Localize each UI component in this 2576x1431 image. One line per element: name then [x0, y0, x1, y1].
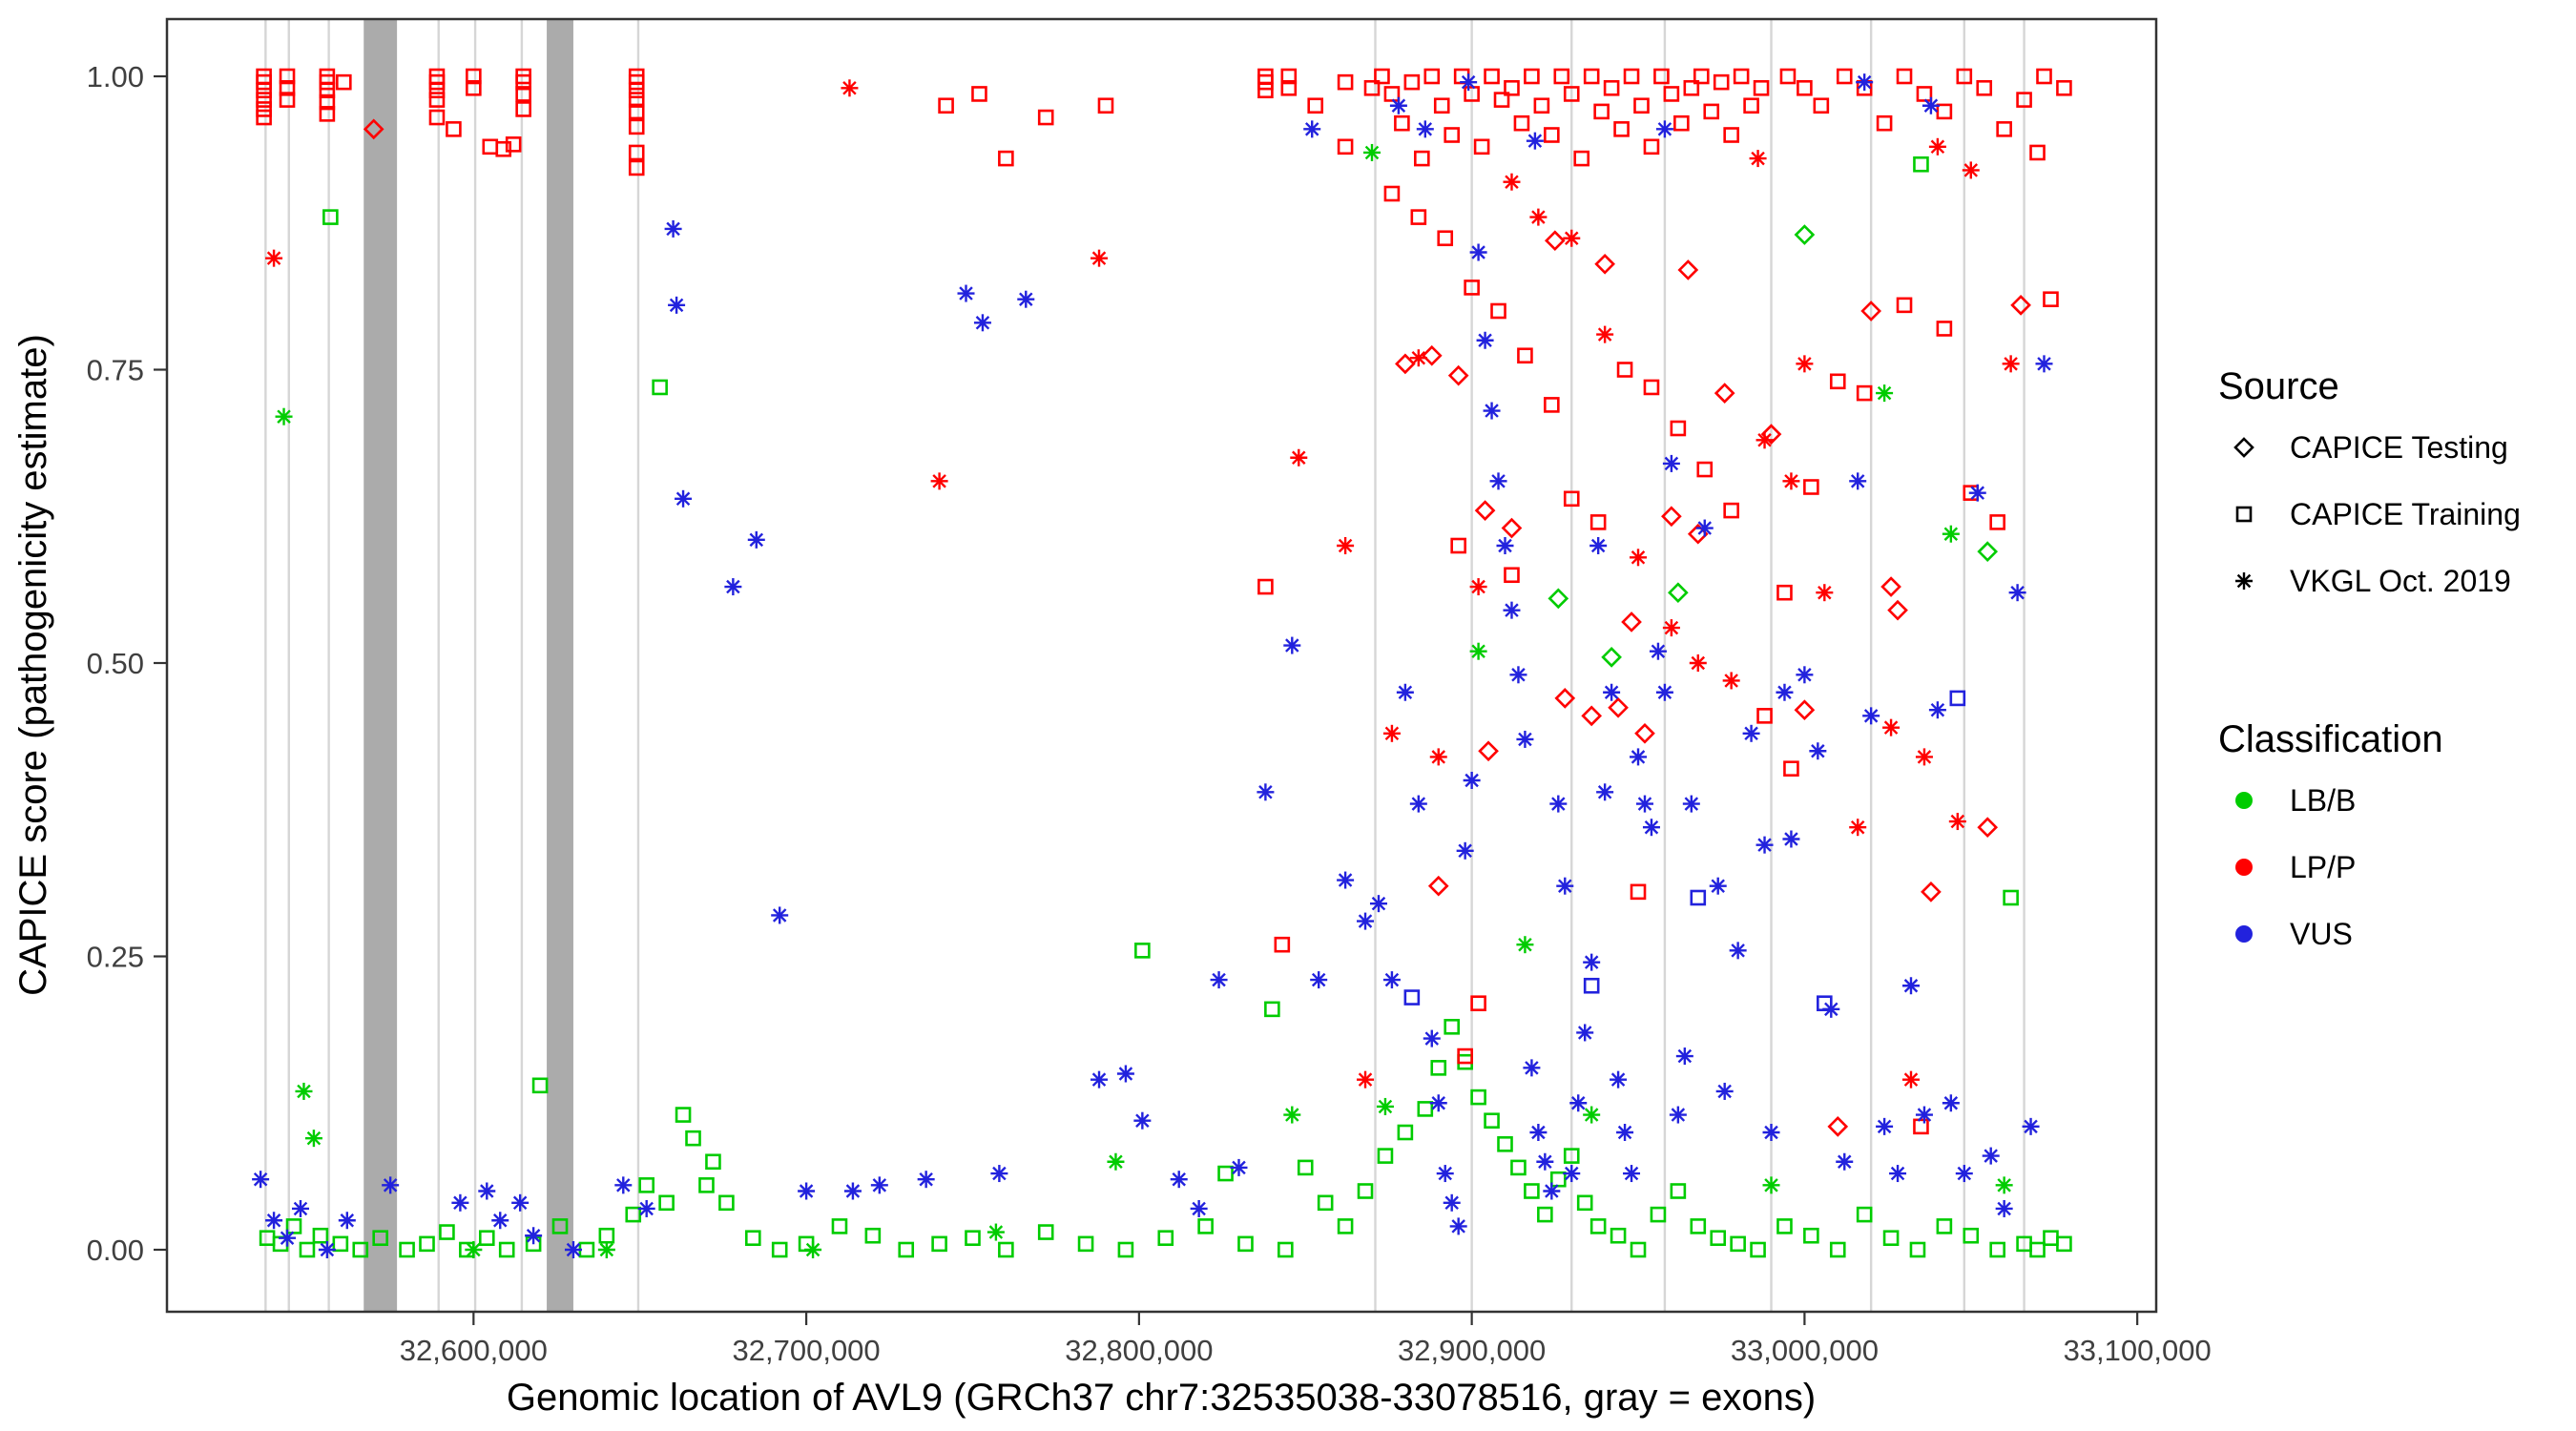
y-tick-label: 1.00: [87, 60, 144, 93]
x-axis-title: Genomic location of AVL9 (GRCh37 chr7:32…: [507, 1377, 1816, 1419]
legend: Source CAPICE Testing CAPICE Training VKGL…: [2218, 365, 2521, 951]
exon-thick: [547, 19, 573, 1312]
x-tick-label: 32,900,000: [1398, 1334, 1546, 1367]
legend-item-label: LP/P: [2290, 850, 2356, 884]
series-lb-b-vkgl: [275, 143, 2013, 1258]
legend-item-vus: VUS: [2235, 917, 2353, 951]
series-lb-b-capice-training: [259, 156, 2072, 1258]
exon-thin: [1869, 19, 1873, 1312]
exon-thin: [520, 19, 524, 1312]
y-tick-label: 0.50: [87, 647, 144, 680]
exon-thin: [1374, 19, 1377, 1312]
data-points: [252, 68, 2072, 1258]
exon-thin: [1470, 19, 1473, 1312]
x-tick-label: 33,100,000: [2064, 1334, 2212, 1367]
legend-source-title: Source: [2218, 365, 2339, 407]
series-lp-p-vkgl: [265, 79, 2020, 1089]
x-axis-ticks: 32,600,000 32,700,000 32,800,000 32,900,000…: [400, 1312, 2212, 1367]
series-vus-capice-training: [1403, 690, 1966, 1011]
exon-thick: [364, 19, 398, 1312]
series-vus-vkgl: [252, 73, 2053, 1258]
exon-thin: [473, 19, 477, 1312]
exon-thin: [1770, 19, 1773, 1312]
exon-thin: [636, 19, 640, 1312]
x-tick-label: 32,700,000: [733, 1334, 881, 1367]
exon-thin: [327, 19, 330, 1312]
y-tick-label: 0.75: [87, 354, 144, 387]
legend-item-lp-p: LP/P: [2235, 850, 2356, 884]
legend-classification-items: LB/B LP/P VUS: [2235, 783, 2356, 951]
plot-panel-border: [165, 17, 2158, 1314]
legend-item-label: VUS: [2290, 917, 2353, 951]
series-lp-p-capice-training: [256, 68, 2072, 1135]
y-tick-label: 0.25: [87, 941, 144, 974]
y-axis-ticks: 0.00 0.25 0.50 0.75 1.00: [87, 60, 167, 1267]
exon-thin: [437, 19, 440, 1312]
y-tick-label: 0.00: [87, 1234, 144, 1267]
legend-classification-title: Classification: [2218, 718, 2443, 760]
exon-thin: [1570, 19, 1573, 1312]
legend-item-capice-testing: CAPICE Testing: [2233, 430, 2508, 465]
x-tick-label: 32,800,000: [1065, 1334, 1213, 1367]
series-lp-p-capice-testing: [363, 118, 2031, 1137]
x-tick-label: 32,600,000: [400, 1334, 548, 1367]
legend-item-lb-b: LB/B: [2235, 783, 2356, 818]
legend-item-capice-training: CAPICE Training: [2235, 497, 2521, 531]
legend-item-vkgl-oct-2019: VKGL Oct. 2019: [2235, 564, 2511, 598]
x-tick-label: 33,000,000: [1731, 1334, 1879, 1367]
legend-item-label: CAPICE Testing: [2290, 430, 2508, 465]
series-lb-b-capice-testing: [1548, 224, 1999, 668]
legend-item-label: LB/B: [2290, 783, 2356, 818]
exon-bars: [264, 19, 2025, 1312]
legend-item-label: VKGL Oct. 2019: [2290, 564, 2511, 598]
y-axis-title: CAPICE score (pathogenicity estimate): [12, 334, 54, 996]
exon-thin: [264, 19, 267, 1312]
legend-item-label: CAPICE Training: [2290, 497, 2521, 531]
exon-thin: [287, 19, 290, 1312]
legend-source-items: CAPICE Testing CAPICE Training VKGL Oct. 2…: [2233, 430, 2521, 598]
exon-thin: [1963, 19, 1965, 1312]
exon-thin: [1663, 19, 1667, 1312]
exon-thin: [2023, 19, 2025, 1312]
